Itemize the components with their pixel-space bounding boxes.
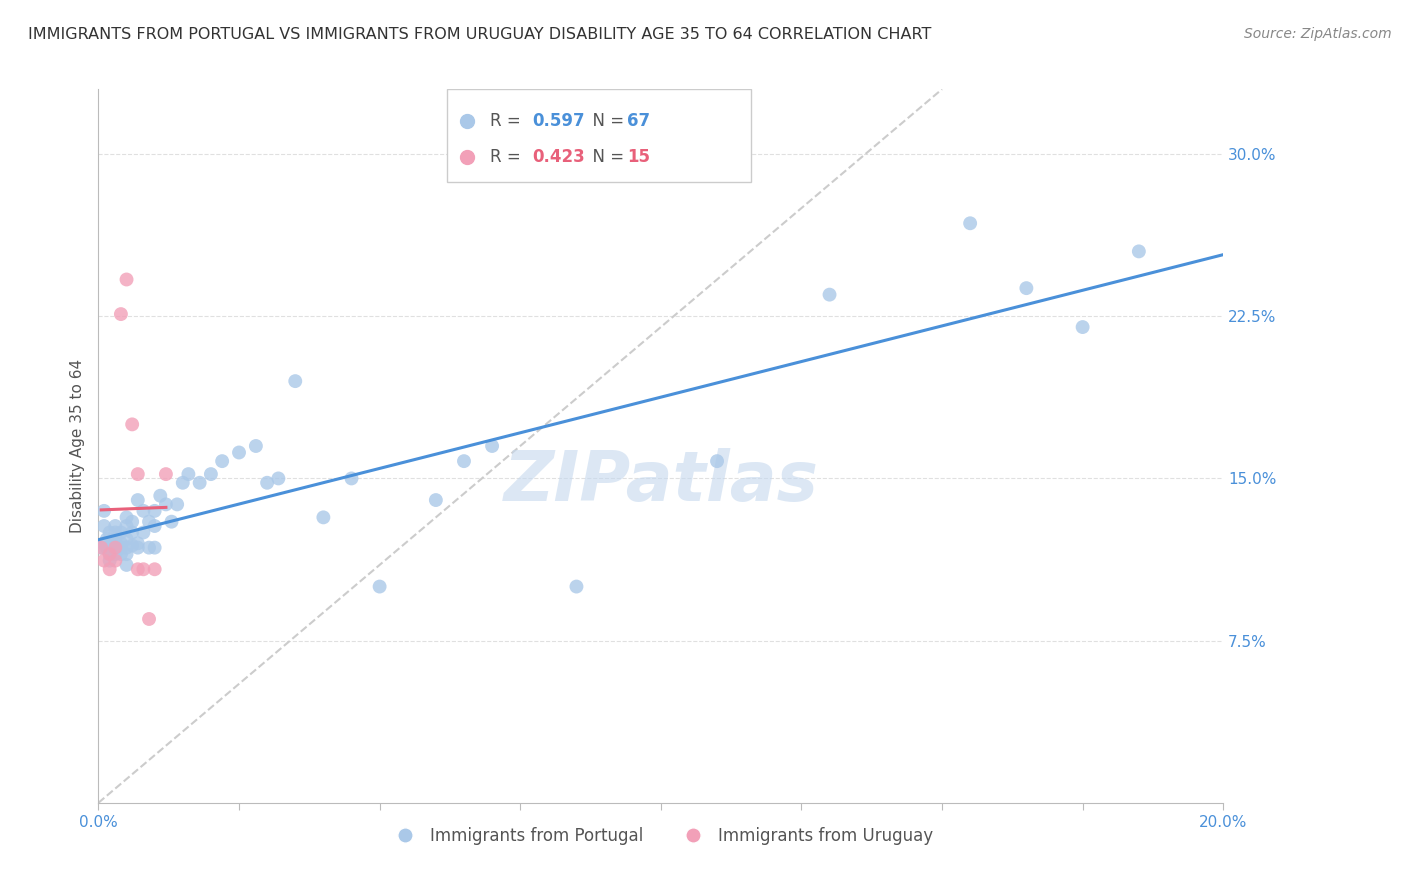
Point (200, 467, 222, 482)
Point (98, 541, 121, 555)
Point (138, 515, 160, 529)
Point (284, 374, 307, 388)
Text: N =: N = (582, 112, 630, 130)
Point (245, 439, 267, 453)
Point (959, 216, 981, 230)
Text: N =: N = (582, 148, 630, 166)
Point (267, 471, 290, 485)
Text: 0.597: 0.597 (533, 112, 585, 130)
Point (368, 580, 391, 594)
Point (101, 536, 124, 550)
Point (177, 467, 200, 482)
Point (115, 547, 138, 561)
Point (93, 553, 115, 567)
Text: 0.423: 0.423 (533, 148, 585, 166)
Point (110, 525, 132, 540)
Point (93, 519, 115, 533)
Point (132, 525, 155, 540)
Point (706, 454, 728, 468)
Point (211, 454, 233, 468)
Point (481, 439, 503, 453)
Point (98, 562, 121, 576)
Legend: Immigrants from Portugal, Immigrants from Uruguay: Immigrants from Portugal, Immigrants fro… (381, 821, 941, 852)
Point (110, 541, 132, 555)
Point (160, 515, 183, 529)
Point (155, 467, 177, 482)
Point (149, 489, 172, 503)
Point (96, 541, 118, 555)
Point (104, 525, 127, 540)
Point (127, 467, 149, 482)
Point (93, 536, 115, 550)
Point (110, 536, 132, 550)
Point (143, 562, 166, 576)
Point (1015, 281, 1038, 295)
Point (818, 287, 841, 301)
Text: ZIPatlas: ZIPatlas (503, 448, 818, 516)
Point (115, 519, 138, 533)
Point (98, 553, 121, 567)
Point (104, 519, 127, 533)
Point (127, 541, 149, 555)
Text: 67: 67 (627, 112, 650, 130)
Point (121, 417, 143, 432)
Point (121, 515, 143, 529)
Point (155, 497, 177, 511)
Y-axis label: Disability Age 35 to 64: Disability Age 35 to 64 (69, 359, 84, 533)
Point (98, 547, 121, 561)
Point (143, 504, 166, 518)
Point (104, 532, 127, 546)
Point (166, 497, 188, 511)
Point (228, 445, 250, 459)
Point (93, 504, 115, 518)
Point (96, 532, 118, 546)
Point (110, 307, 132, 321)
Point (104, 541, 127, 555)
Point (90, 541, 112, 555)
Text: 15: 15 (627, 148, 650, 166)
Point (115, 532, 138, 546)
Point (127, 536, 149, 550)
Point (115, 541, 138, 555)
Point (127, 493, 149, 508)
Point (138, 541, 160, 555)
Point (188, 475, 211, 490)
Point (143, 519, 166, 533)
Point (312, 510, 335, 524)
Text: R =: R = (489, 148, 526, 166)
Point (256, 475, 278, 490)
Point (115, 510, 138, 524)
Point (172, 475, 194, 490)
Point (110, 547, 132, 561)
Point (110, 541, 132, 555)
Point (121, 525, 143, 540)
Point (143, 541, 166, 555)
Point (104, 541, 127, 555)
Point (104, 547, 127, 561)
Point (138, 612, 160, 626)
Point (127, 562, 149, 576)
Point (115, 272, 138, 286)
Text: Source: ZipAtlas.com: Source: ZipAtlas.com (1244, 27, 1392, 41)
Point (98, 547, 121, 561)
Text: R =: R = (489, 112, 526, 130)
Point (340, 471, 363, 485)
Point (104, 553, 127, 567)
Point (98, 525, 121, 540)
Point (90, 541, 112, 555)
Point (132, 562, 155, 576)
Point (1071, 320, 1094, 334)
Point (121, 539, 143, 553)
Point (115, 558, 138, 572)
Point (565, 580, 588, 594)
Point (132, 504, 155, 518)
Point (1128, 244, 1150, 259)
Text: IMMIGRANTS FROM PORTUGAL VS IMMIGRANTS FROM URUGUAY DISABILITY AGE 35 TO 64 CORR: IMMIGRANTS FROM PORTUGAL VS IMMIGRANTS F… (28, 27, 932, 42)
Point (425, 493, 447, 508)
FancyBboxPatch shape (447, 89, 751, 182)
Point (453, 454, 475, 468)
